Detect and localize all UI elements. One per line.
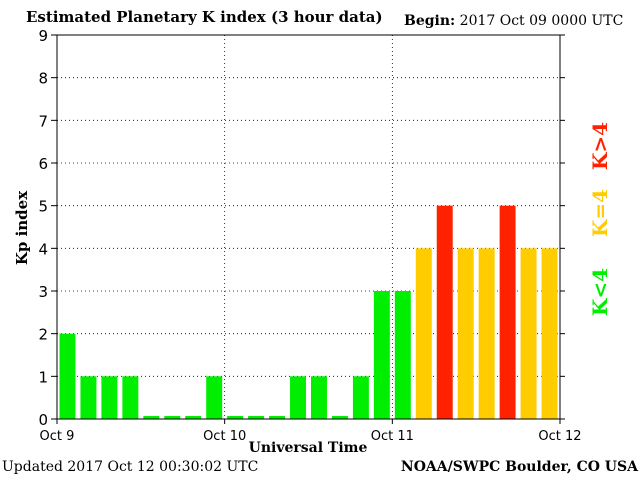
y-tick-label: 0 <box>38 411 48 429</box>
kp-bar <box>311 376 327 419</box>
y-axis-label: Kp index <box>13 190 31 266</box>
begin-time: Begin: 2017 Oct 09 0000 UTC <box>404 13 623 29</box>
kp-bar <box>248 416 265 419</box>
y-tick-label: 2 <box>38 326 48 344</box>
y-tick-label: 5 <box>38 198 48 216</box>
kp-bar <box>373 291 390 419</box>
kp-bar <box>206 376 223 419</box>
kp-bar <box>415 248 432 419</box>
kp-bar <box>436 205 453 419</box>
y-tick-label: 9 <box>38 27 48 45</box>
bars <box>59 205 558 419</box>
x-axis-ticks: Oct 9 Oct 10 Oct 11 Oct 12 <box>40 419 582 444</box>
kp-bar <box>331 416 348 419</box>
kp-bar <box>185 416 202 419</box>
x-tick-label: Oct 11 <box>371 429 414 444</box>
kp-bar <box>80 376 97 419</box>
kp-bar <box>269 416 286 419</box>
plot-frame <box>56 34 561 420</box>
y-tick-label: 1 <box>38 368 48 386</box>
kp-bar <box>478 248 495 419</box>
kp-bar <box>143 416 160 419</box>
y-tick-label: 7 <box>38 112 48 130</box>
kp-bar <box>499 205 516 419</box>
legend-k-below-4: K<4 <box>588 267 612 317</box>
legend-k-above-4: K>4 <box>588 121 612 171</box>
begin-value: 2017 Oct 09 0000 UTC <box>459 13 624 29</box>
kp-bar <box>541 248 558 419</box>
kp-bar <box>227 416 244 419</box>
kp-bar <box>164 416 181 419</box>
x-axis-label: Universal Time <box>248 440 368 456</box>
kp-bar <box>122 376 139 419</box>
x-tick-label: Oct 9 <box>40 429 75 444</box>
y-tick-label: 8 <box>38 70 48 88</box>
kp-bar <box>352 376 369 419</box>
credit-text: NOAA/SWPC Boulder, CO USA <box>400 459 638 475</box>
grid-lines <box>57 35 560 419</box>
updated-timestamp: Updated 2017 Oct 12 00:30:02 UTC <box>2 459 259 475</box>
y-tick-label: 3 <box>38 283 48 301</box>
kp-bar <box>59 333 76 419</box>
x-tick-label: Oct 10 <box>203 429 246 444</box>
chart-title: Estimated Planetary K index (3 hour data… <box>26 8 383 26</box>
y-tick-label: 4 <box>38 240 48 258</box>
y-tick-label: 6 <box>38 155 48 173</box>
x-tick-label: Oct 12 <box>538 429 581 444</box>
kp-bar <box>101 376 118 419</box>
kp-bar <box>520 248 537 419</box>
kp-bar <box>290 376 306 419</box>
kp-bar <box>457 248 474 419</box>
legend-k-equal-4: K=4 <box>588 188 612 238</box>
begin-label: Begin: <box>404 13 456 29</box>
y-axis-ticks: 0 1 2 3 4 5 6 7 8 9 <box>38 27 565 429</box>
kp-bar <box>394 291 411 419</box>
